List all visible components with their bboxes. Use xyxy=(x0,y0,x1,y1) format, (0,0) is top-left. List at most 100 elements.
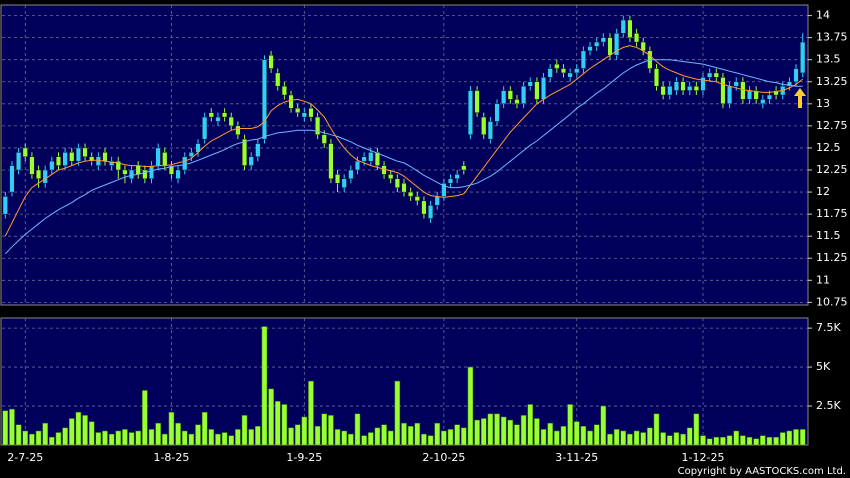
candle-body xyxy=(42,169,48,184)
volume-bar xyxy=(587,430,593,446)
volume-bar xyxy=(414,422,421,446)
candle-body xyxy=(414,196,420,202)
volume-bar xyxy=(686,427,693,446)
x-tick-label: 1-9-25 xyxy=(286,451,322,464)
candle-body xyxy=(301,112,307,118)
candle-body xyxy=(746,90,753,100)
volume-bar xyxy=(142,390,148,446)
y-tick-label: 5K xyxy=(816,360,831,373)
candle-body xyxy=(607,37,613,56)
candle-body xyxy=(494,103,500,122)
volume-bar xyxy=(29,433,35,446)
moving-average-line xyxy=(4,59,803,255)
candle-body xyxy=(82,147,88,157)
volume-bar xyxy=(294,424,301,446)
volume-bar xyxy=(361,435,367,446)
volume-bar xyxy=(793,429,799,446)
volume-bar xyxy=(241,415,248,446)
volume-bar xyxy=(593,424,600,446)
y-tick-label: 13.75 xyxy=(816,31,848,44)
candle-body xyxy=(16,152,22,171)
candle-body xyxy=(129,169,135,180)
volume-bar xyxy=(733,430,740,446)
candle-body xyxy=(348,169,354,180)
volume-bar xyxy=(713,436,720,446)
candle-body xyxy=(447,178,454,184)
volume-bar xyxy=(201,412,208,446)
candle-body xyxy=(441,183,447,197)
y-tick-label: 11.75 xyxy=(816,207,848,220)
candle-body xyxy=(222,112,228,118)
volume-bar xyxy=(580,426,587,446)
volume-bar xyxy=(49,436,55,446)
volume-bar xyxy=(573,421,580,446)
candle-body xyxy=(69,152,75,162)
candle-body xyxy=(481,116,487,135)
x-tick-label: 2-10-25 xyxy=(422,451,465,464)
volume-bar xyxy=(480,418,487,446)
candle-body xyxy=(740,81,746,100)
candle-body xyxy=(421,200,427,215)
volume-bar xyxy=(653,413,660,446)
candle-body xyxy=(541,77,547,100)
volume-bar xyxy=(22,430,29,446)
volume-bar xyxy=(248,429,254,446)
volume-bar xyxy=(434,422,440,446)
volume-bar xyxy=(188,433,195,446)
candle-body xyxy=(261,59,267,140)
candle-body xyxy=(720,77,726,105)
candle-body xyxy=(62,152,68,166)
candle-body xyxy=(707,72,713,78)
candle-body xyxy=(428,205,434,219)
candle-body xyxy=(560,68,566,74)
candle-body xyxy=(800,41,806,74)
candle-body xyxy=(95,156,101,166)
candle-body xyxy=(713,72,719,78)
volume-bar xyxy=(115,430,122,446)
candle-body xyxy=(534,81,540,100)
volume-bar xyxy=(514,424,520,446)
volume-bar xyxy=(706,438,713,446)
candle-body xyxy=(268,55,274,69)
candle-body xyxy=(374,152,380,166)
volume-bar xyxy=(334,429,341,446)
candle-body xyxy=(753,90,759,100)
candle-body xyxy=(295,108,301,113)
volume-bar xyxy=(88,421,95,446)
candle-body xyxy=(687,85,693,91)
volume-bar xyxy=(560,426,567,446)
candle-body xyxy=(580,50,586,69)
volume-bar xyxy=(753,438,759,446)
volume-bar xyxy=(647,427,653,446)
y-tick-label: 11.25 xyxy=(816,251,848,264)
x-tick-label: 2-7-25 xyxy=(7,451,43,464)
candle-body xyxy=(89,156,95,162)
volume-bar xyxy=(387,430,394,446)
volume-bar xyxy=(381,424,387,446)
volume-bar xyxy=(341,430,347,446)
volume-bar xyxy=(62,427,68,446)
candle-body xyxy=(693,85,699,91)
candle-body xyxy=(434,196,440,206)
volume-bar xyxy=(447,429,454,446)
candle-body xyxy=(2,196,8,215)
volume-bar xyxy=(627,433,633,446)
candle-body xyxy=(361,156,367,162)
volume-bar xyxy=(288,427,294,446)
y-tick-label: 12.5 xyxy=(816,141,841,154)
candle-body xyxy=(680,81,686,91)
volume-bar xyxy=(700,435,706,446)
moving-average-line xyxy=(4,45,804,237)
volume-bar xyxy=(507,419,514,446)
volume-bar xyxy=(600,405,607,446)
volume-bar xyxy=(102,430,108,446)
volume-bar xyxy=(215,433,221,446)
volume-bar xyxy=(467,366,474,446)
volume-bar xyxy=(354,413,361,446)
candle-body xyxy=(49,160,55,171)
volume-bar xyxy=(2,410,9,446)
candle-body xyxy=(335,174,341,184)
y-tick-label: 11 xyxy=(816,273,830,286)
candle-body xyxy=(700,77,706,91)
